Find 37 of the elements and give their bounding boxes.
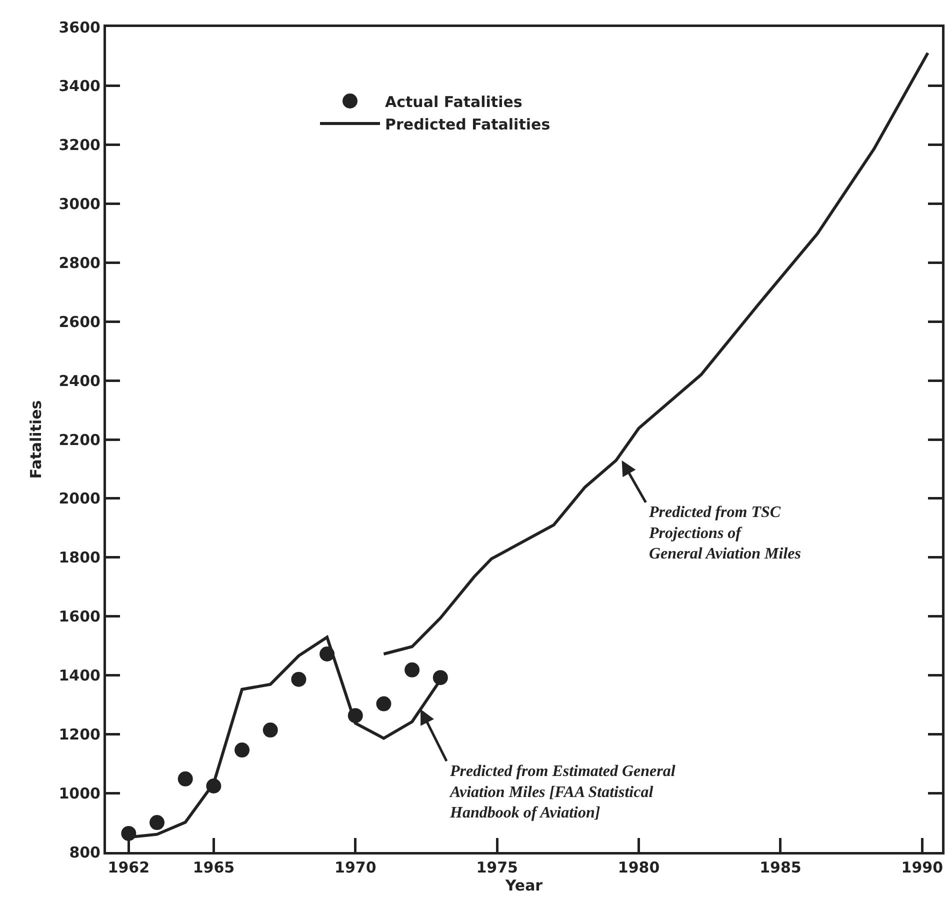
y-tick-label: 1000 — [58, 784, 100, 802]
x-tick-label: 1970 — [334, 858, 376, 876]
y-tick-label: 3600 — [58, 18, 100, 36]
point — [262, 722, 278, 738]
y-tick-label: 3000 — [58, 195, 100, 214]
y-tick-label: 1800 — [58, 548, 100, 567]
point — [432, 670, 448, 686]
y-tick-label: 2800 — [58, 254, 100, 272]
y-tick-label: 1600 — [58, 608, 100, 626]
y-tick-label: 800 — [69, 843, 100, 862]
y-tick-label: 3400 — [58, 77, 100, 96]
x-axis-title: Year — [504, 876, 544, 894]
annotation: Predicted from TSC Projections of General Aviation Miles — [648, 504, 801, 563]
point — [178, 771, 193, 786]
x-tick-label: 1965 — [192, 858, 235, 876]
x-tick-label: 1980 — [618, 858, 660, 876]
point — [376, 696, 392, 712]
point — [291, 672, 306, 687]
point — [404, 662, 420, 678]
legend-label: Actual Fatalities — [385, 92, 522, 111]
y-tick-label: 2200 — [58, 430, 100, 449]
y-tick-label: 3200 — [58, 136, 100, 154]
x-tick-label: 1975 — [476, 858, 518, 876]
point — [234, 742, 250, 758]
legend-label: Predicted Fatalities — [385, 115, 550, 134]
x-tick-label: 1985 — [760, 858, 802, 876]
x-tick-label: 1962 — [108, 858, 150, 876]
x-tick-label: 1990 — [901, 858, 944, 876]
y-tick-label: 2600 — [58, 312, 100, 331]
y-tick-label: 2000 — [58, 490, 100, 508]
y-tick-label: 1200 — [58, 725, 100, 744]
line-series — [382, 51, 930, 656]
y-tick-label: 2400 — [58, 372, 100, 390]
y-tick-label: 1400 — [58, 666, 100, 684]
point — [150, 815, 165, 830]
annotation: Predicted from Estimated General Aviation Miles [FAA Statistical Handbook of Aviation] — [449, 763, 676, 822]
y-axis-title: Fatalities — [26, 400, 45, 479]
